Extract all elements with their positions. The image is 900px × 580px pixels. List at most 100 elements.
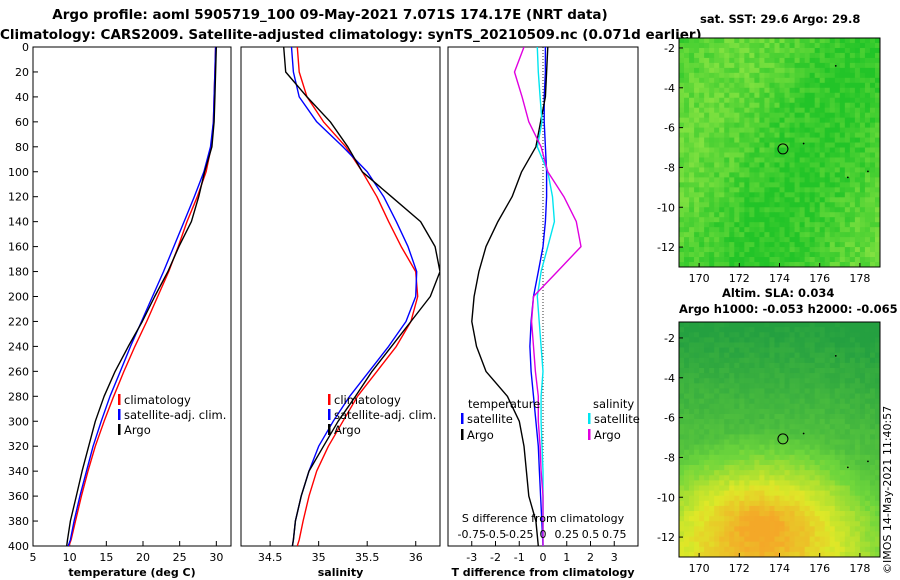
heatmap-cell — [859, 362, 866, 369]
heatmap-cell — [724, 172, 730, 178]
heatmap-cell — [849, 202, 856, 208]
heatmap-cell — [789, 192, 795, 198]
heatmap-cell — [774, 531, 780, 537]
heatmap-cell — [869, 252, 876, 258]
heatmap-cell — [859, 541, 866, 548]
heatmap-cell — [709, 362, 715, 369]
heatmap-cell — [794, 454, 801, 461]
heatmap-cell — [784, 222, 790, 228]
heatmap-cell — [804, 531, 811, 537]
heatmap-cell — [799, 327, 806, 333]
heatmap-cell — [864, 419, 871, 425]
heatmap-cell — [824, 92, 831, 99]
heatmap-cell — [789, 212, 795, 218]
heatmap-cell — [784, 207, 790, 213]
heatmap-cell — [844, 212, 851, 218]
heatmap-cell — [709, 485, 715, 491]
heatmap-cell — [809, 434, 816, 440]
heatmap-cell — [699, 47, 705, 54]
heatmap-cell — [744, 383, 750, 389]
heatmap-cell — [764, 187, 770, 193]
heatmap-cell — [694, 546, 700, 553]
heatmap-cell — [714, 38, 720, 44]
heatmap-cell — [714, 77, 720, 84]
heatmap-cell — [724, 546, 730, 553]
heatmap-cell — [679, 459, 685, 466]
heatmap-cell — [764, 152, 770, 158]
heatmap-cell — [679, 187, 685, 193]
heatmap-cell — [719, 444, 725, 451]
heatmap-cell — [689, 541, 695, 548]
heatmap-cell — [769, 262, 775, 268]
heatmap-cell — [874, 327, 881, 333]
heatmap-cell — [804, 92, 811, 99]
x-tick-label: 172 — [729, 272, 750, 285]
heatmap-cell — [814, 500, 821, 507]
heatmap-cell — [709, 495, 715, 502]
heatmap-cell — [794, 38, 801, 44]
heatmap-cell — [849, 257, 856, 263]
heatmap-cell — [809, 511, 816, 517]
heatmap-cell — [679, 546, 685, 553]
heatmap-cell — [754, 485, 760, 491]
heatmap-cell — [839, 197, 846, 203]
heatmap-cell — [699, 182, 705, 188]
heatmap-cell — [754, 475, 760, 481]
heatmap-cell — [874, 470, 881, 476]
heatmap-cell — [749, 237, 755, 243]
heatmap-cell — [789, 52, 795, 59]
heatmap-cell — [694, 142, 700, 148]
heatmap-cell — [829, 217, 836, 223]
heatmap-cell — [749, 172, 755, 178]
heatmap-cell — [734, 242, 740, 248]
heatmap-cell — [759, 490, 765, 497]
heatmap-cell — [819, 72, 826, 79]
heatmap-cell — [774, 454, 780, 461]
heatmap-cell — [769, 187, 775, 193]
heatmap-cell — [804, 257, 811, 263]
heatmap-cell — [809, 147, 816, 153]
heatmap-cell — [824, 521, 831, 527]
heatmap-cell — [779, 337, 785, 343]
heatmap-cell — [809, 454, 816, 461]
heatmap-cell — [834, 516, 841, 522]
heatmap-cell — [819, 38, 826, 44]
heatmap-cell — [739, 521, 745, 527]
heatmap-cell — [804, 378, 811, 384]
heatmap-cell — [779, 142, 785, 148]
heatmap-cell — [739, 127, 745, 133]
heatmap-cell — [749, 429, 755, 435]
heatmap-cell — [789, 92, 795, 99]
heatmap-cell — [724, 167, 730, 173]
heatmap-cell — [729, 465, 735, 471]
heatmap-cell — [704, 388, 710, 394]
heatmap-cell — [849, 551, 856, 558]
heatmap-cell — [839, 357, 846, 364]
heatmap-cell — [754, 87, 760, 94]
heatmap-cell — [734, 42, 740, 49]
heatmap-cell — [774, 137, 780, 143]
heatmap-cell — [844, 495, 851, 502]
heatmap-cell — [824, 192, 831, 198]
heatmap-cell — [839, 465, 846, 471]
heatmap-cell — [854, 398, 861, 405]
heatmap-cell — [679, 77, 685, 84]
heatmap-cell — [699, 38, 705, 44]
x-tick-label: 0 — [540, 551, 547, 564]
heatmap-cell — [734, 475, 740, 481]
heatmap-cell — [824, 337, 831, 343]
heatmap-cell — [724, 465, 730, 471]
heatmap-cell — [854, 505, 861, 512]
heatmap-cell — [784, 393, 790, 400]
heatmap-cell — [789, 511, 795, 517]
heatmap-cell — [679, 132, 685, 138]
heatmap-cell — [744, 222, 750, 228]
heatmap-cell — [834, 536, 841, 543]
heatmap-cell — [779, 92, 785, 99]
heatmap-cell — [814, 212, 821, 218]
heatmap-cell — [869, 357, 876, 364]
heatmap-cell — [859, 38, 866, 44]
heatmap-cell — [799, 439, 806, 446]
heatmap-cell — [759, 222, 765, 228]
heatmap-cell — [794, 132, 801, 138]
